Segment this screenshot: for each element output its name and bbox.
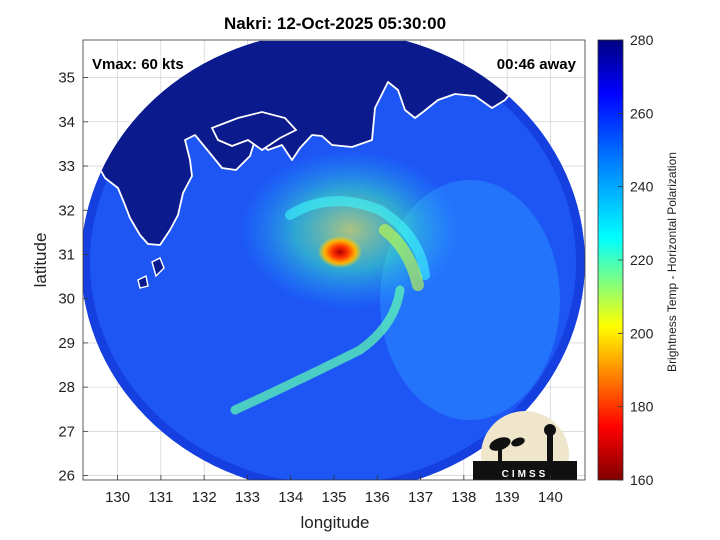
x-tick-label: 132 [192,489,217,506]
colorbar-label: Brightness Temp - Horizontal Polarizatio… [665,152,679,372]
logo-dish-left [489,437,511,451]
y-tick-label: 29 [58,335,75,352]
logo-banner [473,461,577,480]
y-tick-label: 34 [58,114,75,131]
shikoku-land [210,111,298,152]
outer-rainband [240,150,460,310]
colorbar-tick-label: 240 [630,179,654,195]
logo-text: CIMSS [502,469,549,480]
y-tick-label: 35 [58,70,75,87]
microwave-swath [83,40,585,480]
cimss-logo: CIMSS [473,411,577,480]
x-tick-label: 138 [451,489,476,506]
x-tick-label: 131 [148,489,173,506]
x-tick-label: 136 [365,489,390,506]
y-tick-label: 31 [58,246,75,263]
colorbar: 160 180 200 220 240 260 280 Brightness Temp - … [597,32,679,488]
logo-tower-top [544,424,556,436]
colorbar-tick-label: 220 [630,252,654,268]
eyewall-core [318,236,362,268]
x-tick-label: 137 [408,489,433,506]
y-axis-label: latitude [31,233,50,288]
colorbar-tick-label: 160 [630,472,654,488]
logo-tower [547,433,553,462]
x-tick-label: 133 [235,489,260,506]
colorbar-tick-label: 260 [630,105,654,121]
logo-dish-mast [498,448,502,462]
y-tick-label: 27 [58,423,75,440]
spiral-band-south [230,285,405,415]
colorbar-tick-label: 200 [630,325,654,341]
logo-sun [481,411,569,480]
japan-land [83,40,585,246]
y-axis: 26 27 28 29 30 31 32 33 34 35 [58,70,88,485]
y-tick-label: 26 [58,468,75,485]
x-tick-label: 130 [105,489,130,506]
x-axis: 130 131 132 133 134 135 136 137 138 139 140 [105,475,563,506]
plot-area: Vmax: 60 kts 00:46 away CIMSS [83,40,585,480]
rainband-east [379,224,424,291]
colorbar-ticks: 160 180 200 220 240 260 280 [618,32,654,488]
x-tick-label: 139 [495,489,520,506]
x-tick-label: 140 [538,489,563,506]
y-tick-label: 28 [58,379,75,396]
time-away-label: 00:46 away [497,56,577,73]
coastline-north [83,40,585,381]
y-tick-label: 30 [58,291,75,308]
chart-title: Nakri: 12-Oct-2025 05:30:00 [224,14,446,33]
vmax-label: Vmax: 60 kts [92,56,184,73]
colorbar-tick-label: 180 [630,399,654,415]
x-tick-label: 134 [278,489,303,506]
y-tick-label: 33 [58,158,75,175]
colorbar-tick-label: 280 [630,32,654,48]
island-chain [137,257,165,289]
y-tick-label: 32 [58,202,75,219]
spiral-band-north [285,196,430,280]
x-axis-label: longitude [300,513,369,532]
logo-dish-right [511,437,525,447]
x-tick-label: 135 [321,489,346,506]
